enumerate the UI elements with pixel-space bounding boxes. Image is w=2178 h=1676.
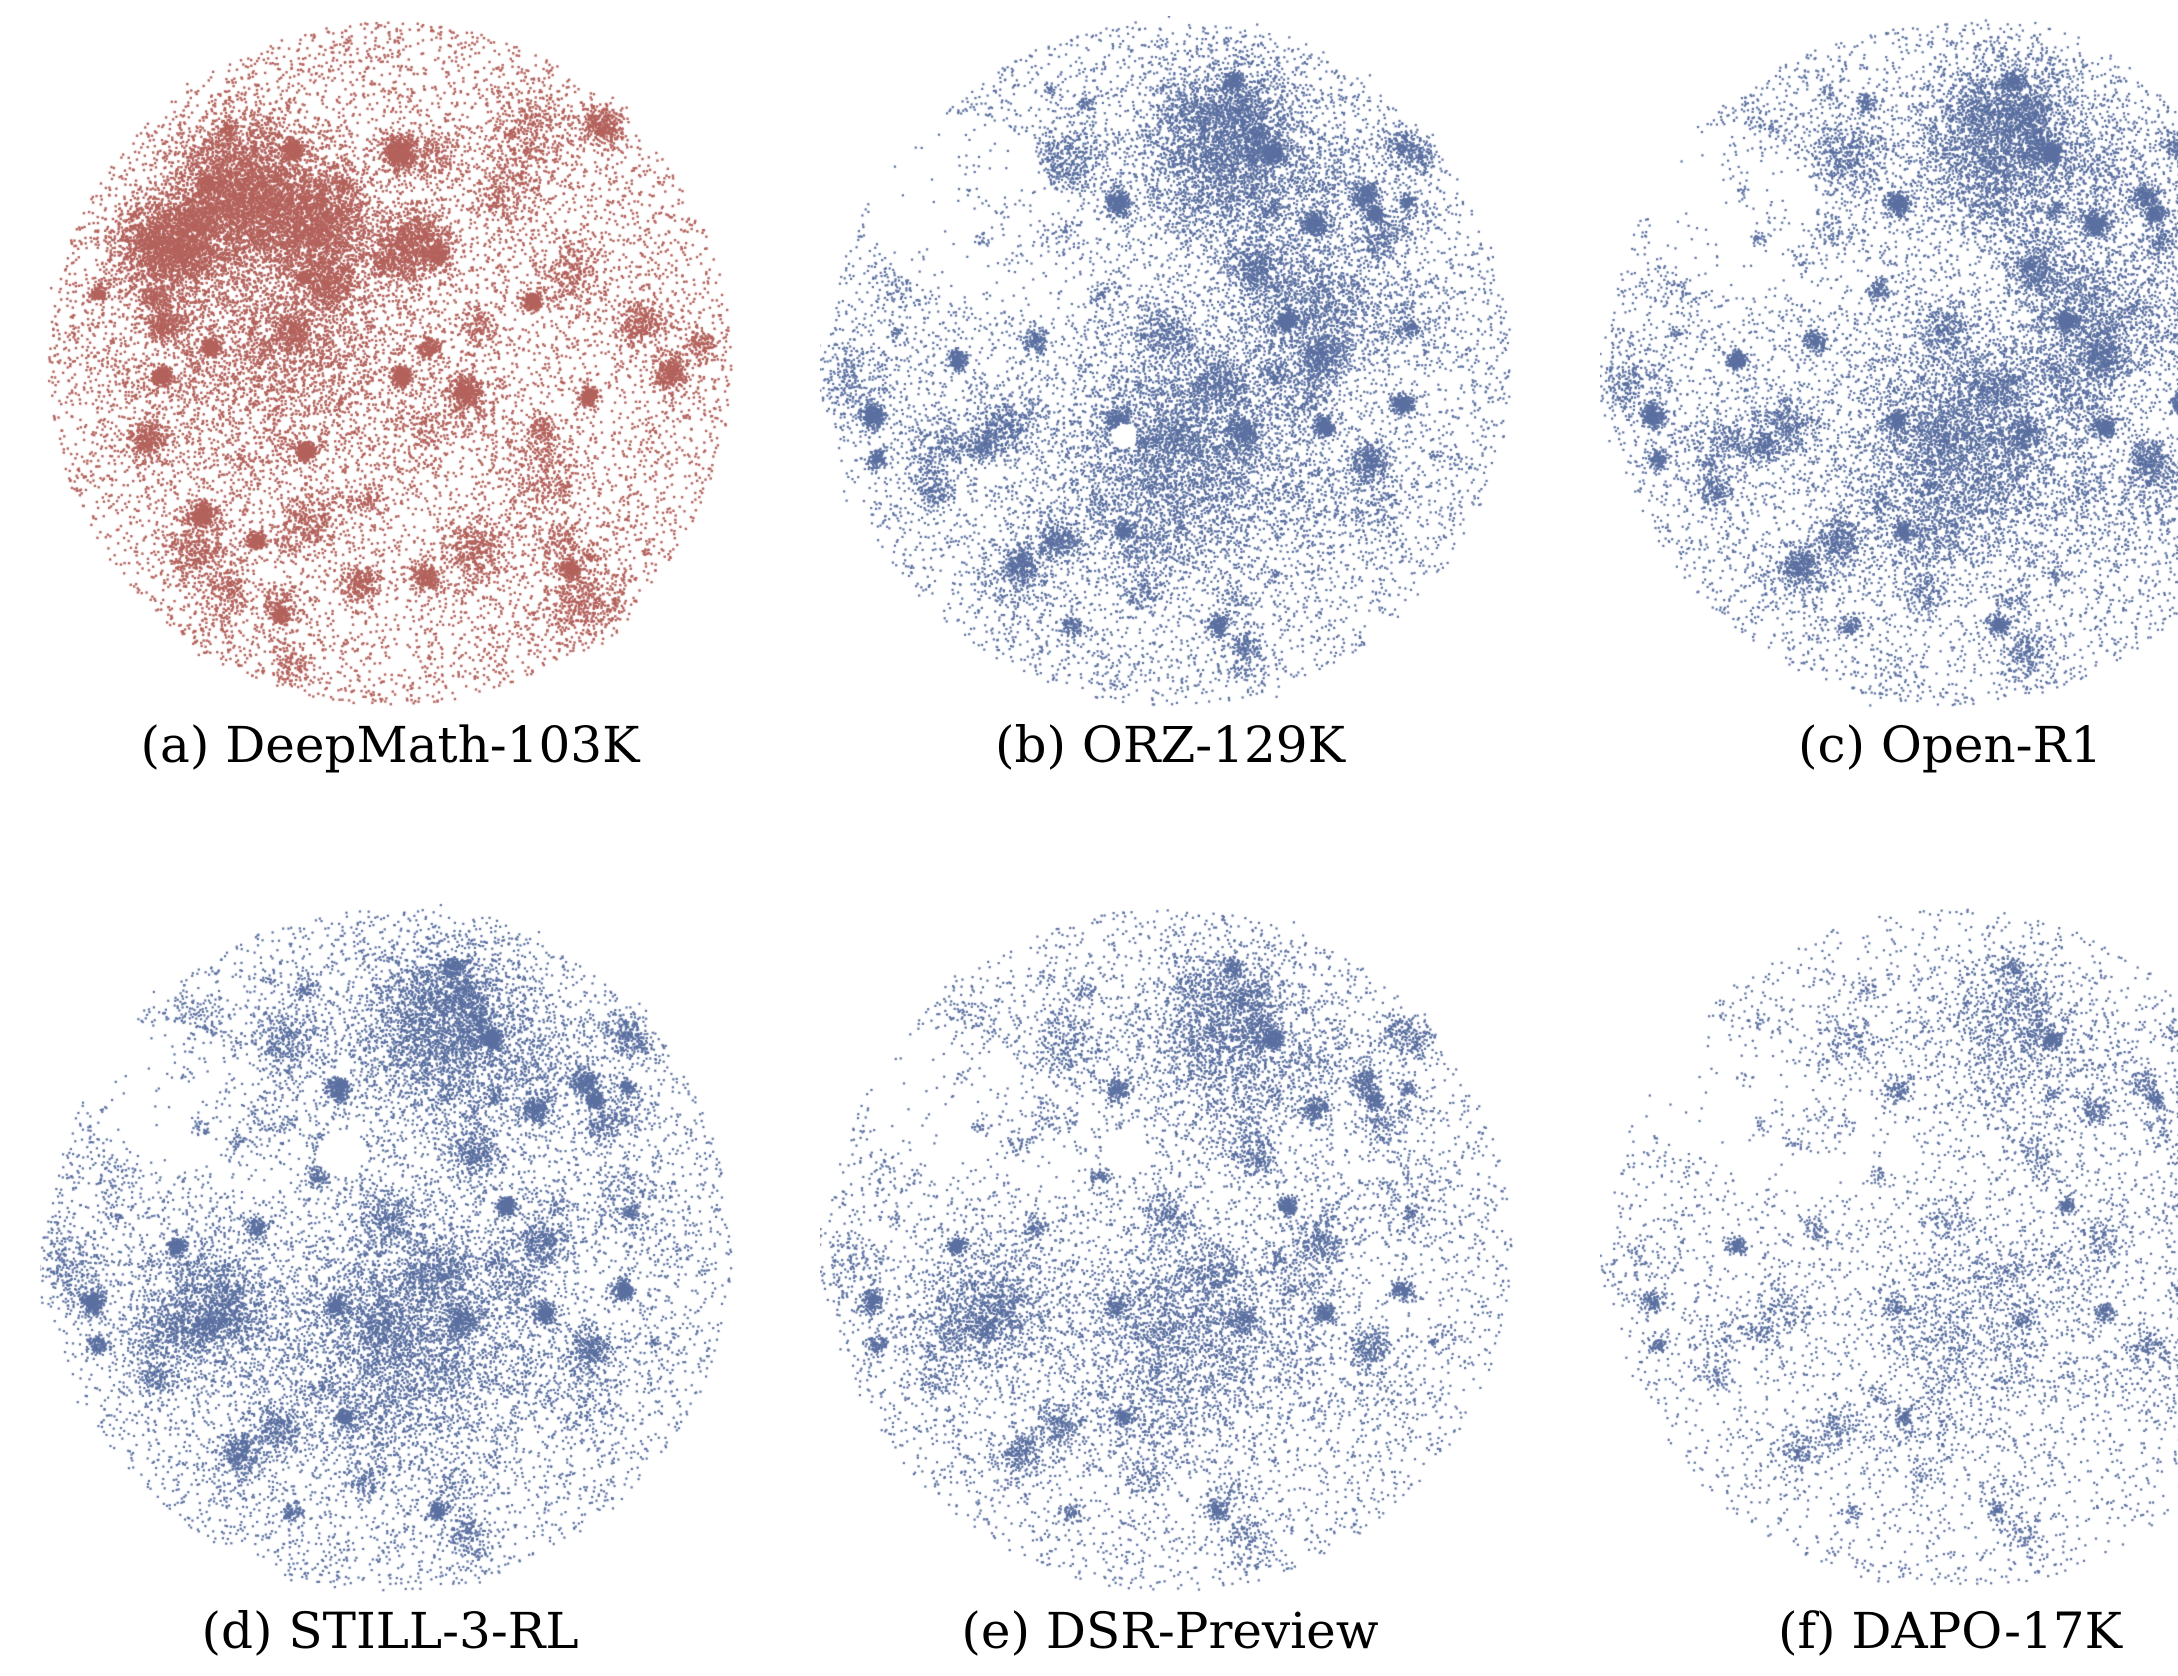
panel-deepmath-103k: (a) DeepMath-103K bbox=[40, 16, 740, 774]
panel-caption-a: (a) DeepMath-103K bbox=[140, 716, 640, 774]
scatter-canvas-open-r1 bbox=[1600, 16, 2178, 716]
panel-dapo-17k: (f) DAPO-17K bbox=[1600, 902, 2178, 1660]
scatter-canvas-dapo-17k bbox=[1600, 902, 2178, 1602]
panel-caption-b: (b) ORZ-129K bbox=[995, 716, 1345, 774]
panel-caption-c: (c) Open-R1 bbox=[1797, 716, 2103, 774]
scatter-canvas-still-3-rl bbox=[40, 902, 740, 1602]
scatter-canvas-dsr-preview bbox=[820, 902, 1520, 1602]
panel-still-3-rl: (d) STILL-3-RL bbox=[40, 902, 740, 1660]
scatter-canvas-deepmath-103k bbox=[40, 16, 740, 716]
panel-caption-e: (e) DSR-Preview bbox=[961, 1602, 1379, 1660]
panel-open-r1: (c) Open-R1 bbox=[1600, 16, 2178, 774]
figure-row-bottom: (d) STILL-3-RL (e) DSR-Preview (f) DAPO-… bbox=[0, 886, 2178, 1676]
panel-caption-f: (f) DAPO-17K bbox=[1778, 1602, 2122, 1660]
panel-orz-129k: (b) ORZ-129K bbox=[820, 16, 1520, 774]
panel-dsr-preview: (e) DSR-Preview bbox=[820, 902, 1520, 1660]
figure-row-top: (a) DeepMath-103K (b) ORZ-129K (c) Open-… bbox=[0, 0, 2178, 790]
panel-caption-d: (d) STILL-3-RL bbox=[201, 1602, 579, 1660]
scatter-canvas-orz-129k bbox=[820, 16, 1520, 716]
